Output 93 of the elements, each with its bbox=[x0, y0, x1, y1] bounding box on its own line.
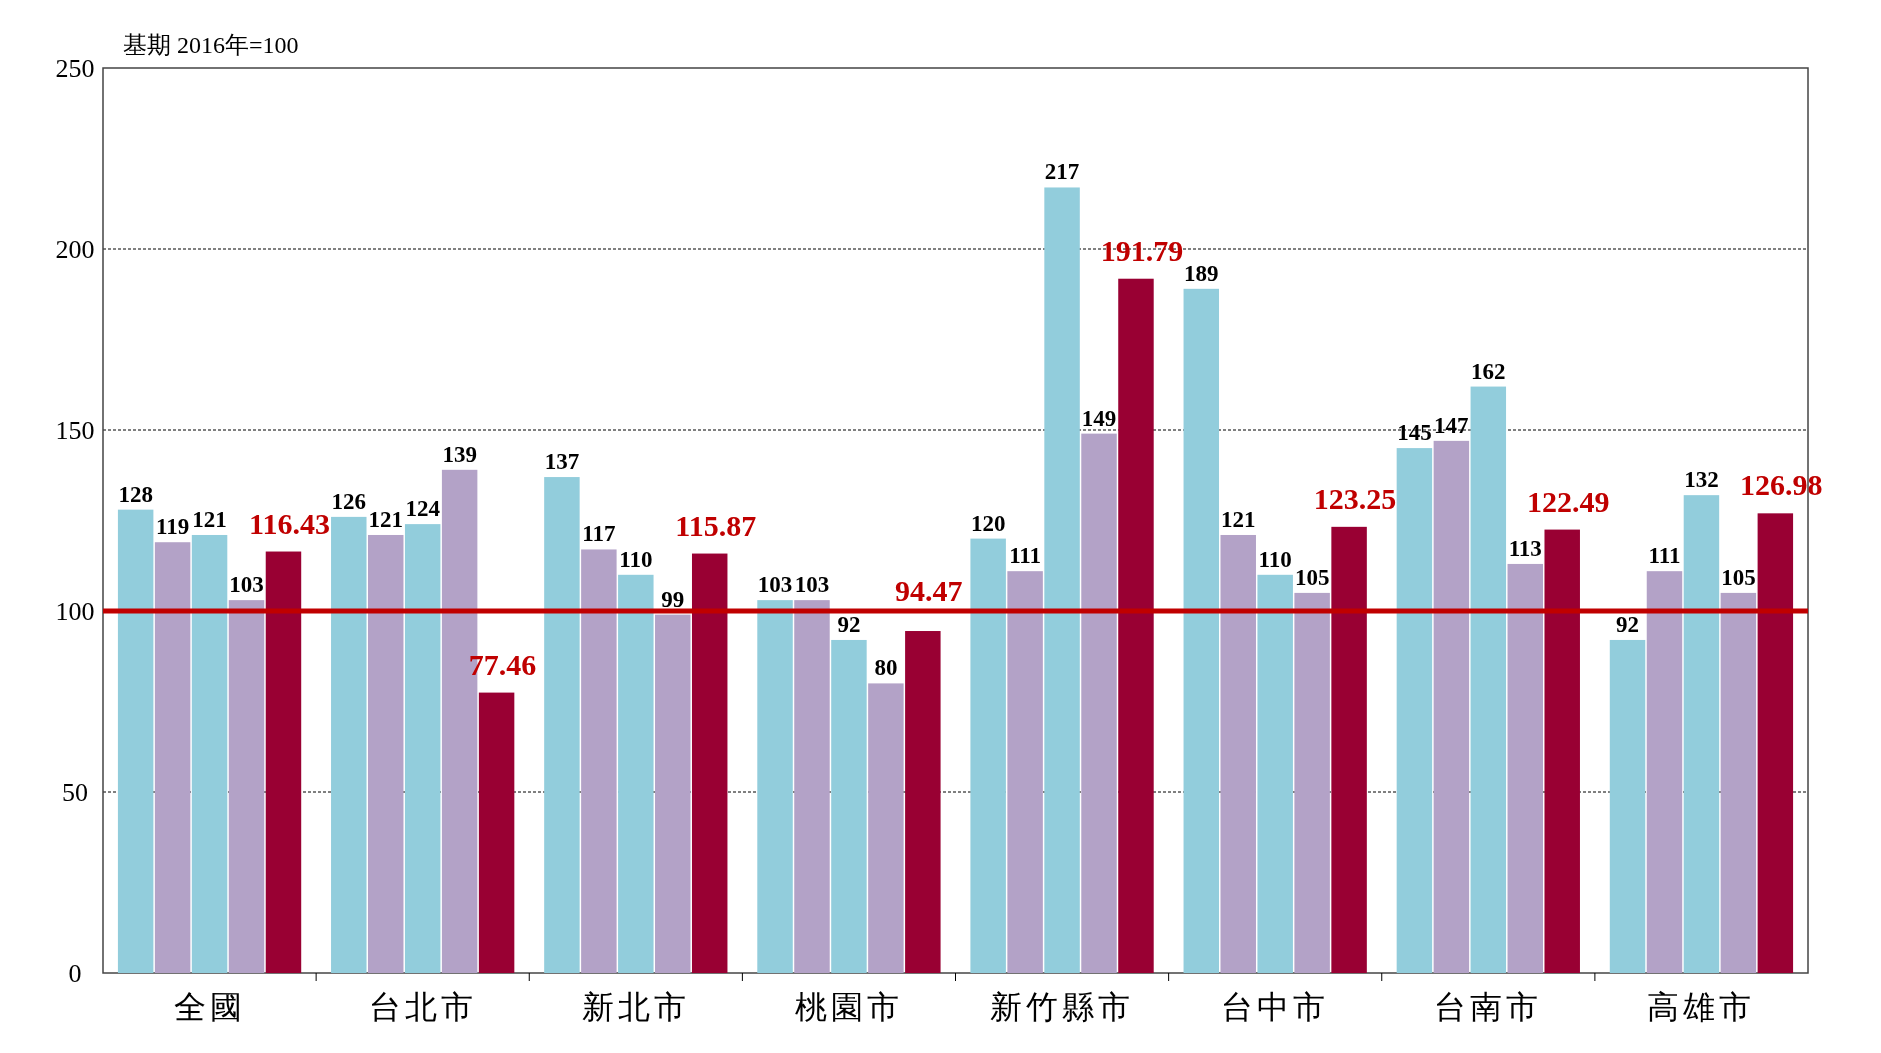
bar bbox=[618, 574, 654, 973]
data-label: 117 bbox=[582, 521, 616, 547]
data-label: 119 bbox=[155, 514, 190, 540]
data-label: 120 bbox=[970, 510, 1006, 536]
data-label: 110 bbox=[1258, 546, 1292, 572]
bar bbox=[1507, 563, 1544, 973]
bar bbox=[1118, 278, 1154, 973]
data-label: 121 bbox=[368, 506, 403, 532]
bar bbox=[868, 683, 904, 973]
data-label: 145 bbox=[1397, 420, 1432, 446]
data-label: 80 bbox=[874, 655, 898, 681]
bar bbox=[1683, 495, 1720, 973]
bar bbox=[794, 600, 830, 973]
bar bbox=[1081, 433, 1117, 973]
bar bbox=[265, 551, 302, 973]
data-label: 149 bbox=[1081, 405, 1117, 431]
data-label: 217 bbox=[1044, 159, 1080, 185]
bar bbox=[1720, 592, 1757, 973]
chart-subtitle: 基期 2016年=100 bbox=[123, 32, 299, 58]
bar bbox=[1220, 534, 1256, 973]
bar bbox=[154, 542, 191, 973]
y-tick-label: 0 bbox=[68, 958, 82, 988]
data-label: 121 bbox=[192, 506, 227, 532]
bar bbox=[905, 631, 941, 973]
y-tick-label: 50 bbox=[62, 777, 88, 807]
y-tick-label: 100 bbox=[55, 596, 95, 626]
bar bbox=[655, 614, 691, 973]
bar bbox=[691, 553, 728, 973]
bar bbox=[831, 639, 867, 973]
x-tick-label: 桃園市 bbox=[794, 989, 903, 1025]
data-label: 122.49 bbox=[1526, 484, 1610, 518]
bar bbox=[368, 534, 404, 973]
bar bbox=[757, 600, 793, 973]
bar bbox=[1396, 448, 1433, 973]
x-tick-label: 新竹縣市 bbox=[990, 989, 1135, 1025]
x-tick-label: 高雄市 bbox=[1647, 989, 1756, 1025]
bar bbox=[1044, 187, 1080, 973]
data-label: 105 bbox=[1721, 564, 1756, 590]
data-label: 128 bbox=[118, 481, 153, 507]
bar bbox=[581, 549, 617, 973]
data-label: 115.87 bbox=[675, 508, 757, 542]
y-tick-label: 250 bbox=[55, 53, 95, 83]
bar bbox=[544, 477, 580, 973]
data-label: 92 bbox=[837, 611, 861, 637]
data-label: 126 bbox=[331, 488, 367, 514]
data-label: 137 bbox=[544, 449, 580, 475]
bar bbox=[1331, 526, 1367, 973]
data-label: 191.79 bbox=[1100, 233, 1184, 267]
data-label: 103 bbox=[794, 572, 830, 598]
data-label: 110 bbox=[619, 546, 653, 572]
y-tick-label: 200 bbox=[55, 234, 95, 264]
bar bbox=[1544, 529, 1580, 973]
data-label: 105 bbox=[1294, 564, 1330, 590]
x-tick-label: 新北市 bbox=[581, 989, 690, 1025]
bar bbox=[1294, 592, 1330, 973]
data-label: 103 bbox=[229, 572, 264, 598]
data-label: 111 bbox=[1009, 543, 1042, 569]
bar bbox=[1757, 513, 1794, 973]
bar bbox=[331, 516, 367, 973]
data-label: 92 bbox=[1616, 611, 1640, 637]
bar bbox=[1007, 571, 1043, 973]
bar bbox=[1470, 386, 1507, 973]
data-label: 147 bbox=[1434, 412, 1469, 438]
data-label: 139 bbox=[442, 441, 477, 467]
bar bbox=[1646, 571, 1683, 973]
x-tick-label: 台北市 bbox=[368, 989, 477, 1025]
data-label: 113 bbox=[1508, 535, 1542, 561]
x-tick-label: 台南市 bbox=[1434, 989, 1543, 1025]
bar bbox=[404, 524, 441, 973]
data-label: 77.46 bbox=[468, 647, 537, 681]
bar bbox=[191, 534, 228, 973]
bar bbox=[1433, 440, 1470, 973]
bar bbox=[1257, 574, 1293, 973]
data-label: 116.43 bbox=[249, 506, 330, 540]
x-tick-label: 台中市 bbox=[1221, 989, 1330, 1025]
data-label: 162 bbox=[1471, 358, 1506, 384]
x-tick-label: 全國 bbox=[173, 989, 246, 1025]
bar bbox=[478, 692, 515, 973]
bar bbox=[1609, 639, 1646, 973]
bar bbox=[228, 600, 265, 973]
data-label: 123.25 bbox=[1313, 481, 1397, 515]
y-tick-label: 150 bbox=[55, 415, 95, 445]
data-label: 132 bbox=[1684, 467, 1719, 493]
bar bbox=[970, 538, 1006, 973]
data-label: 111 bbox=[1648, 543, 1681, 569]
data-label: 189 bbox=[1184, 260, 1219, 286]
data-label: 94.47 bbox=[895, 574, 963, 607]
data-label: 121 bbox=[1220, 506, 1256, 532]
data-label: 103 bbox=[757, 572, 793, 598]
bar bbox=[117, 509, 154, 973]
data-label: 124 bbox=[405, 496, 441, 522]
data-label: 99 bbox=[661, 586, 685, 612]
bar bbox=[1183, 288, 1220, 973]
